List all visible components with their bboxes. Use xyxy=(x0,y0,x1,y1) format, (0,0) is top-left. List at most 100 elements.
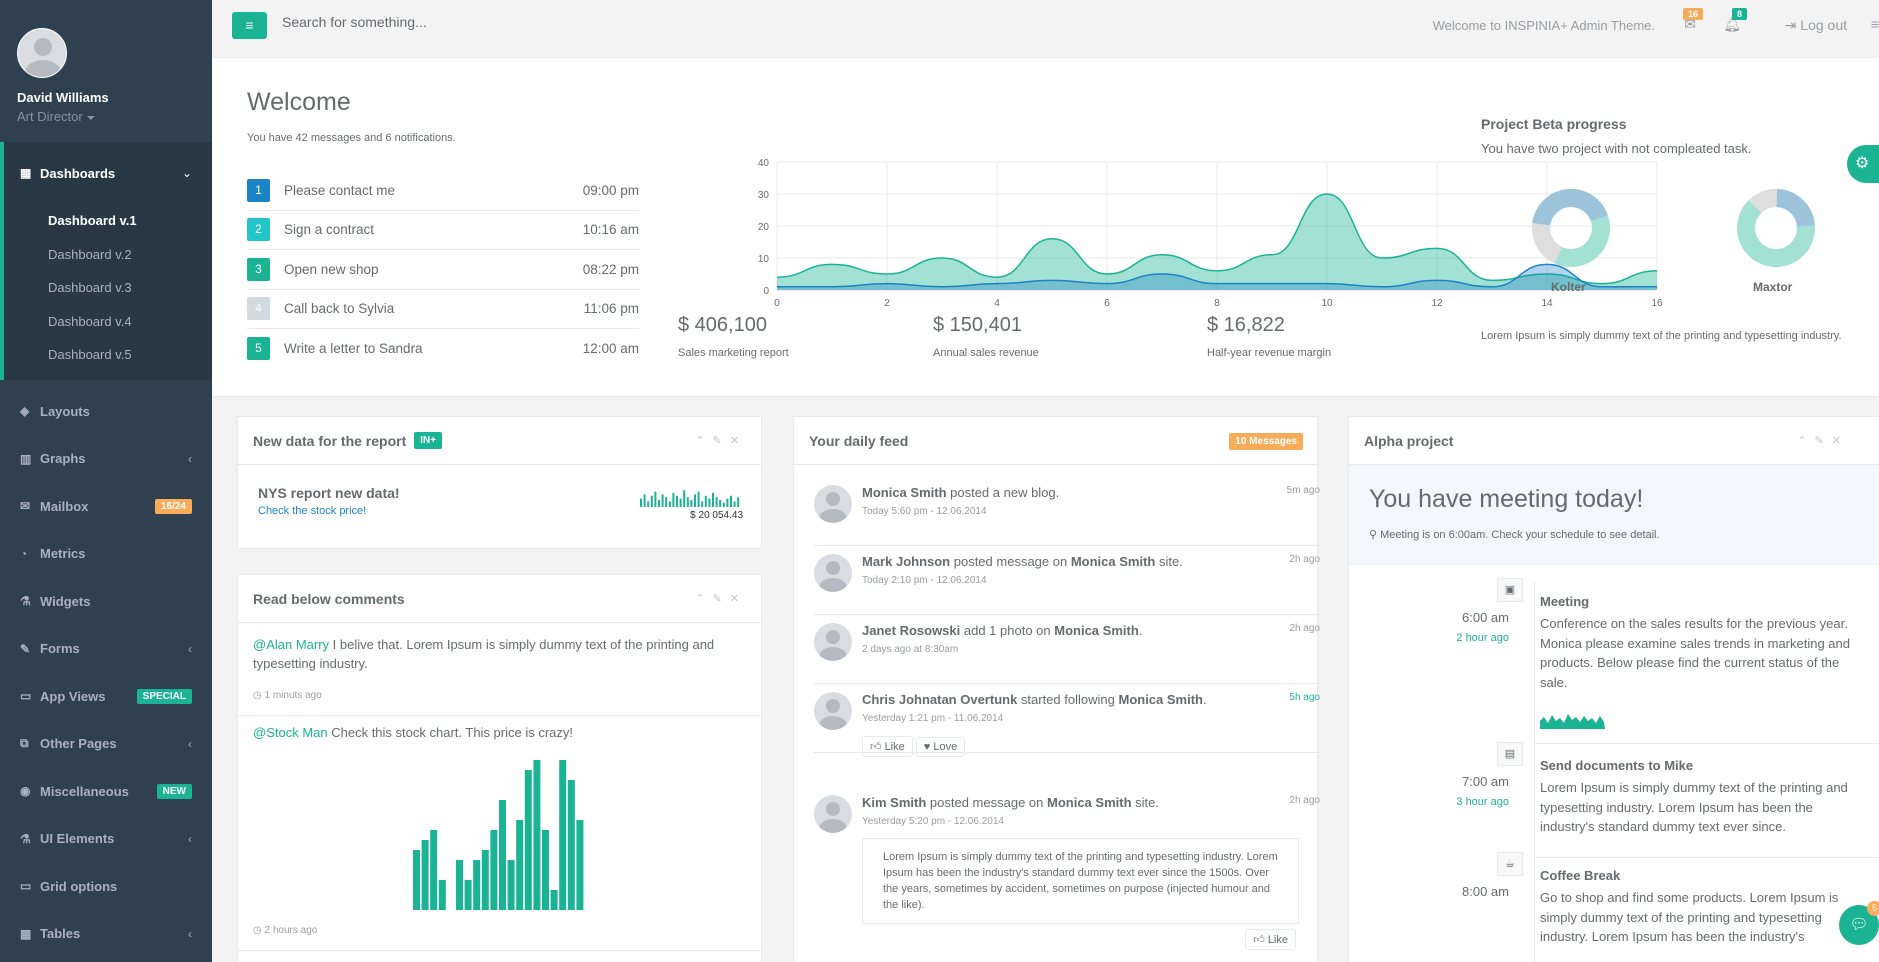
nav-icon: ◈ xyxy=(20,404,30,419)
panel-header: Alpha project ⌃✎✕ xyxy=(1349,417,1879,465)
report-heading: NYS report new data! xyxy=(258,485,400,501)
todo-item[interactable]: 4 Call back to Sylvia 11:06 pm xyxy=(247,290,639,329)
feed-ago: 2h ago xyxy=(1289,623,1320,634)
sidebar-item-grid-options[interactable]: ▭ Grid options xyxy=(0,863,212,911)
bell-icon[interactable]: 🔔︎ xyxy=(1723,16,1741,32)
envelope-icon[interactable]: ✉ xyxy=(1684,16,1696,32)
feed-target[interactable]: Monica Smith xyxy=(1054,623,1139,638)
sidebar-item-tables[interactable]: ▦ Tables ‹ xyxy=(0,910,212,958)
tasks-icon[interactable]: ≡ xyxy=(1870,16,1879,32)
meeting-title: You have meeting today! xyxy=(1369,485,1644,513)
menu-toggle-button[interactable]: ≡ xyxy=(232,12,267,39)
like-button[interactable]: 👍︎ Like xyxy=(862,736,913,757)
x-tick-label: 8 xyxy=(1214,298,1220,309)
sidebar-sub-dashboard-4[interactable]: Dashboard v.4 xyxy=(48,313,132,329)
nav-label: Widgets xyxy=(40,593,91,609)
stock-link[interactable]: Check the stock price! xyxy=(258,505,367,517)
file-icon: ▤ xyxy=(1497,742,1523,766)
comment-user[interactable]: @Stock Man xyxy=(253,725,328,740)
spark-bar xyxy=(665,497,668,507)
avatar[interactable] xyxy=(814,623,852,661)
sidebar-sub-dashboard-2[interactable]: Dashboard v.2 xyxy=(48,246,132,262)
spark-bar xyxy=(679,498,682,507)
x-tick-label: 6 xyxy=(1104,298,1110,309)
sidebar-item-mailbox[interactable]: ✉ Mailbox 16/24 xyxy=(0,483,212,531)
series-line xyxy=(776,193,1658,285)
settings-toggle-button[interactable]: ⚙ xyxy=(1847,145,1879,183)
feed-user[interactable]: Kim Smith xyxy=(862,795,927,810)
event-ago: 3 hour ago xyxy=(1456,796,1509,808)
avatar[interactable] xyxy=(814,692,852,730)
coffee-icon: ☕︎ xyxy=(1497,852,1523,876)
spark-bar xyxy=(658,500,660,507)
feed-item: Monica Smith posted a new blog. Today 5:6… xyxy=(814,485,1320,545)
nav-label: App Views xyxy=(40,688,106,704)
nav-label: Layouts xyxy=(40,403,90,419)
search-input[interactable] xyxy=(282,14,682,30)
comment-user[interactable]: @Alan Marry xyxy=(253,637,330,652)
panel-tools[interactable]: ⌃✎✕ xyxy=(695,593,747,605)
logout-button[interactable]: ⇥ Log out xyxy=(1784,17,1847,33)
feed-user[interactable]: Mark Johnson xyxy=(862,554,951,569)
todo-time: 11:06 pm xyxy=(583,301,639,317)
love-button[interactable]: ♥ Love xyxy=(915,737,966,757)
sidebar-item-metrics[interactable]: ◔ Metrics xyxy=(0,530,212,578)
th-large-icon: ▦ xyxy=(20,166,32,180)
nav-icon: ▦ xyxy=(20,926,32,941)
todo-number: 1 xyxy=(247,178,270,202)
todo-item[interactable]: 3 Open new shop 08:22 pm xyxy=(247,250,639,290)
x-tick-label: 12 xyxy=(1431,298,1443,309)
feed-target[interactable]: Monica Smith xyxy=(1070,554,1156,569)
like-button[interactable]: 👍︎ Like xyxy=(1245,929,1296,950)
feed-user[interactable]: Monica Smith xyxy=(862,485,947,500)
meeting-alert: You have meeting today! ⚲ Meeting is on … xyxy=(1349,465,1879,565)
sidebar-item-dashboards[interactable]: ▦ Dashboards ⌄ xyxy=(20,165,192,181)
sidebar-sub-dashboard-3[interactable]: Dashboard v.3 xyxy=(48,280,132,295)
panel-tools[interactable]: ⌃✎✕ xyxy=(695,435,747,447)
avatar[interactable] xyxy=(814,554,852,592)
feed-ago: 5h ago xyxy=(1289,692,1320,703)
nav-label: Tables xyxy=(40,926,81,942)
sidebar-item-layouts[interactable]: ◈ Layouts xyxy=(0,388,212,436)
sidebar-item-miscellaneous[interactable]: ◉ Miscellaneous NEW xyxy=(0,768,212,816)
sidebar-item-graphs[interactable]: ▥ Graphs ‹ xyxy=(0,435,212,483)
sidebar-sub-dashboard-5[interactable]: Dashboard v.5 xyxy=(48,347,132,362)
todo-number: 5 xyxy=(247,337,270,361)
sidebar-item-widgets[interactable]: ⚗ Widgets xyxy=(0,578,212,626)
sidebar-item-ui-elements[interactable]: ⚗ UI Elements ‹ xyxy=(0,815,212,863)
profile-role[interactable]: Art Director xyxy=(17,109,195,124)
todo-item[interactable]: 5 Write a letter to Sandra 12:00 am xyxy=(247,329,639,369)
todo-item[interactable]: 2 Sign a contract 10:16 am xyxy=(247,211,639,250)
spark-bar xyxy=(737,497,740,507)
nav-list: ◈ Layouts ▥ Graphs ‹ ✉ Mailbox 16/24 ◔ Metrics ⚗ Wi… xyxy=(0,380,212,958)
feed-ago: 2h ago xyxy=(1289,554,1320,565)
donut-label: Kolter xyxy=(1551,280,1586,294)
avatar[interactable] xyxy=(17,28,67,78)
sidebar-item-app-views[interactable]: ▭ App Views SPECIAL xyxy=(0,673,212,721)
series-area xyxy=(777,194,1657,290)
profile: David Williams Art Director xyxy=(0,0,212,142)
sidebar-sub-dashboard-1[interactable]: Dashboard v.1 xyxy=(48,213,137,228)
profile-name[interactable]: David Williams xyxy=(17,90,109,105)
feed-target[interactable]: Monica Smith xyxy=(1047,795,1132,810)
feed-target[interactable]: Monica Smith xyxy=(1118,692,1203,707)
todo-item[interactable]: 1 Please contact me 09:00 pm xyxy=(247,171,639,211)
donut-label: Maxtor xyxy=(1753,280,1793,294)
todo-time: 10:16 am xyxy=(582,222,639,238)
avatar[interactable] xyxy=(814,485,852,523)
nav-icon: ▭ xyxy=(20,879,32,894)
panel-title: Read below comments xyxy=(253,590,405,607)
feed-tail: site. xyxy=(1155,554,1183,569)
avatar[interactable] xyxy=(814,795,852,833)
panel-tools[interactable]: ⌃✎✕ xyxy=(1797,435,1849,447)
feed-user[interactable]: Chris Johnatan Overtunk xyxy=(862,692,1018,707)
sidebar-item-other-pages[interactable]: ⧉ Other Pages ‹ xyxy=(0,720,212,768)
panel-title: Alpha project xyxy=(1364,432,1454,449)
stock-bar xyxy=(542,830,549,910)
comment-1: @Alan Marry I belive that. Lorem Ipsum i… xyxy=(253,635,743,673)
report-panel: New data for the report IN+ ⌃✎✕ NYS report… xyxy=(237,416,762,549)
stat-value: $ 16,822 xyxy=(1207,314,1285,336)
nav-badge: SPECIAL xyxy=(136,688,192,704)
feed-user[interactable]: Janet Rosowski xyxy=(862,623,961,638)
sidebar-item-forms[interactable]: ✎ Forms ‹ xyxy=(0,625,212,673)
